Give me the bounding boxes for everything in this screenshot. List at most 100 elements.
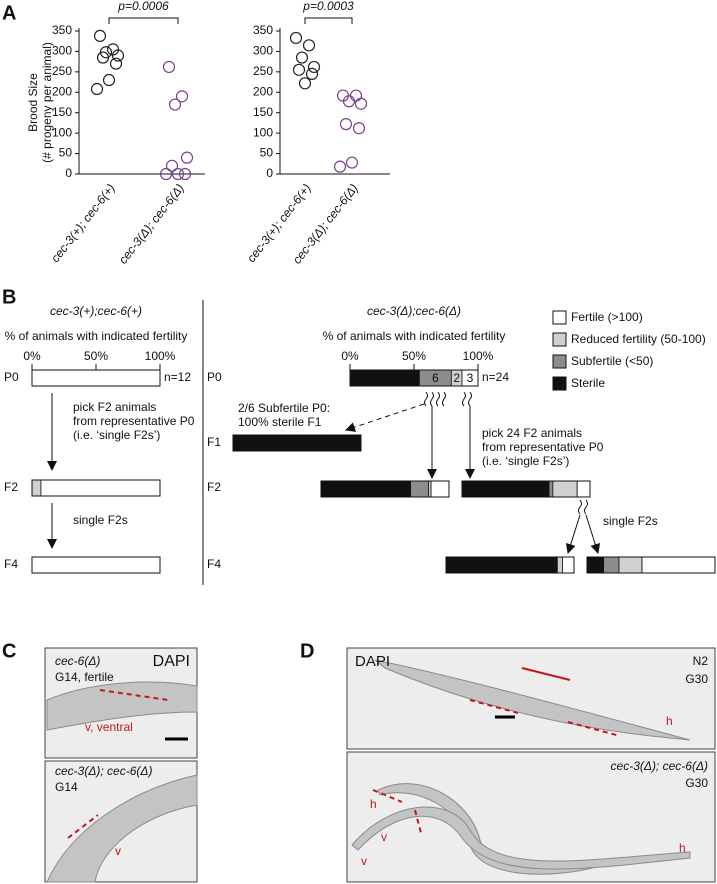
worm [46, 774, 198, 883]
n-label: n=12 [164, 370, 191, 384]
generation: G14 [55, 780, 78, 794]
bar-segment [430, 480, 450, 498]
legend-swatch [552, 310, 567, 325]
data-point [175, 90, 189, 103]
step-text: single F2s [73, 513, 128, 527]
annotation-line [99, 689, 169, 701]
y-tick-label: 350 [52, 23, 72, 37]
y-tick-label: 100 [253, 125, 273, 139]
segment-label: 6 [432, 371, 439, 385]
bar-segment [232, 434, 362, 452]
y-tick-label: 200 [52, 84, 72, 98]
bar-segment [562, 556, 575, 574]
legend-label: Fertile (>100) [571, 310, 643, 324]
generation: G30 [685, 672, 708, 686]
bar-segment [576, 480, 591, 498]
y-tick-label: 0 [266, 166, 273, 180]
step-text: pick F2 animals [73, 400, 156, 414]
data-point [305, 67, 319, 81]
genotype: cec-3(Δ); cec-6(Δ) [55, 764, 152, 778]
annotation: v [361, 854, 367, 868]
data-point [289, 31, 303, 45]
data-point [342, 95, 356, 108]
bar-segment [548, 480, 554, 498]
annotation: v, ventral [85, 720, 133, 734]
y-tick-label: 350 [253, 23, 273, 37]
bar-segment [556, 556, 563, 574]
bar-outline [586, 556, 716, 574]
p-value: p=0.0006 [117, 0, 169, 13]
data-point [339, 118, 353, 131]
p-bracket [108, 17, 179, 24]
y-tick-label: 300 [52, 44, 72, 58]
axis [279, 28, 390, 175]
bar-segment [552, 480, 578, 498]
legend-swatch [552, 354, 567, 369]
panel-label: D [300, 640, 314, 662]
y-tick-label: 250 [52, 64, 72, 78]
legend-swatch [552, 376, 567, 391]
arrow [565, 514, 581, 554]
bar-segment [31, 479, 42, 497]
group-title: cec-3(Δ);cec-6(Δ) [367, 304, 461, 318]
bar-outline [31, 556, 161, 574]
axis-label: % of animals with indicated fertility [323, 329, 506, 343]
row-label: F4 [4, 557, 18, 571]
worm [46, 681, 198, 731]
y-tick-label: 300 [253, 44, 273, 58]
legend-label: Sterile [571, 376, 605, 390]
bar-segment [31, 556, 161, 574]
bar-segment [586, 556, 605, 574]
data-point [165, 159, 179, 172]
data-point [178, 167, 192, 181]
bar-outline [31, 369, 161, 387]
y-axis-label: Brood Size [26, 73, 40, 132]
data-point [90, 82, 104, 96]
n-label: n=24 [482, 370, 509, 384]
y-tick-label: 50 [260, 146, 274, 160]
bar-segment [320, 480, 411, 498]
annotation: h [679, 841, 686, 855]
panel-label: A [2, 2, 16, 24]
worm [374, 659, 691, 741]
legend-label: Subfertile (<50) [571, 354, 653, 368]
annotation: h [370, 797, 377, 811]
bar-segment [461, 480, 550, 498]
data-point [349, 89, 363, 102]
data-point [93, 29, 107, 43]
note-text: 2/6 Subfertile P0: [238, 401, 330, 415]
bar-outline [461, 480, 591, 498]
segment-label: 13 [378, 371, 392, 385]
genotype: cec-3(Δ); cec-6(Δ) [611, 759, 708, 773]
note-text: 100% sterile F1 [238, 415, 322, 429]
data-point [345, 156, 359, 169]
step-text: (i.e. ‘single F2s’) [482, 454, 569, 468]
bar-outline [445, 556, 575, 574]
panel-label: C [2, 640, 16, 662]
legend-label: Reduced fertility (50-100) [571, 332, 706, 346]
data-point [168, 98, 182, 111]
generation: G14, fertile [55, 670, 114, 684]
data-point [302, 39, 316, 52]
bar-segment [40, 479, 161, 497]
data-point [109, 57, 123, 70]
y-tick-label: 0 [65, 166, 72, 180]
step-text: single F2s [603, 514, 658, 528]
stain: DAPI [355, 653, 390, 670]
step-text: pick 24 F2 animals [482, 426, 582, 440]
arrow [585, 514, 601, 554]
stain: DAPI [153, 653, 190, 670]
row-label: F1 [207, 435, 221, 449]
row-label: F2 [4, 480, 18, 494]
annotation: h [666, 714, 673, 728]
p-value: p=0.0003 [302, 0, 354, 13]
bar-segment [603, 556, 620, 574]
step-text: from representative P0 [73, 414, 195, 428]
data-point [162, 60, 176, 74]
strain: N2 [693, 654, 709, 668]
bar-outline [349, 369, 479, 387]
data-point [159, 167, 173, 181]
data-point [352, 122, 366, 135]
axis-label: % of animals with indicated fertility [5, 329, 188, 343]
tick-label: 100% [145, 349, 176, 363]
